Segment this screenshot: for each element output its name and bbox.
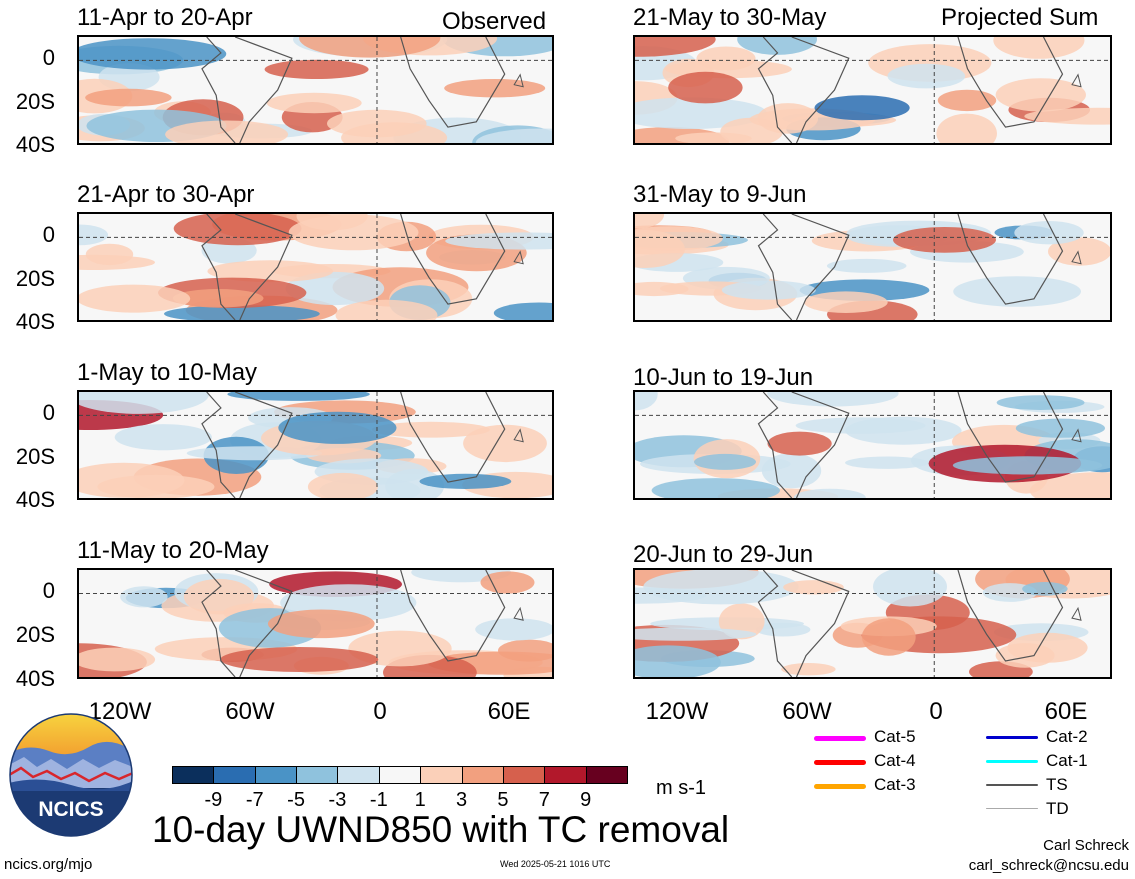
legend-line	[986, 784, 1038, 786]
projected-label: Projected Sum	[941, 4, 1099, 31]
author-email[interactable]: carl_schreck@ncsu.edu	[968, 857, 1129, 874]
colorbar-tick-label: 7	[538, 789, 550, 811]
colorbar-tick-label: -9	[204, 789, 223, 811]
colorbar-tick-label: -3	[328, 789, 347, 811]
observed-label: Observed	[442, 8, 547, 35]
panel-title-proj-4: 20-Jun to 29-Jun	[633, 541, 814, 568]
colorbar-tick-label: -7	[245, 789, 264, 811]
colorbar-swatch	[502, 766, 546, 784]
colorbar-swatch	[296, 766, 339, 784]
colorbar-swatch	[213, 766, 256, 784]
map-panel-obs-4	[77, 568, 554, 679]
colorbar-units: m s-1	[656, 777, 706, 799]
colorbar-tick-label: 5	[497, 789, 509, 811]
panel-title-obs-3: 1-May to 10-May	[77, 359, 258, 386]
ncics-logo: NCICS	[9, 713, 133, 837]
panel-title-proj-1: 21-May to 30-May	[633, 4, 827, 31]
legend-label: Cat-5	[874, 727, 916, 746]
timestamp: Wed 2025-05-21 1016 UTC	[500, 859, 611, 869]
lon-label: 0	[929, 698, 943, 725]
lon-label: 120W	[645, 698, 709, 725]
panel-title-proj-2: 31-May to 9-Jun	[633, 181, 807, 208]
map-panel-proj-2	[633, 212, 1112, 322]
legend-label: Cat-1	[1046, 751, 1088, 770]
legend-line	[986, 736, 1038, 739]
lat-label: 40S	[15, 309, 55, 334]
map-panel-proj-1	[633, 35, 1112, 145]
anomaly-field	[635, 392, 1110, 498]
lat-label: 20S	[15, 444, 55, 469]
anomaly-field	[79, 37, 552, 143]
panel-title-proj-3: 10-Jun to 19-Jun	[633, 364, 814, 391]
legend-line	[814, 736, 866, 741]
lon-label: 60E	[487, 698, 531, 725]
panel-title-obs-1: 11-Apr to 20-Apr	[77, 4, 253, 31]
legend-line	[814, 784, 866, 789]
anomaly-field	[635, 214, 1110, 320]
colorbar-tick-label: -1	[369, 789, 388, 811]
lat-label: 20S	[15, 622, 55, 647]
colorbar-swatch	[172, 766, 215, 784]
colorbar-swatch	[378, 766, 422, 784]
colorbar-tick-label: 1	[414, 789, 426, 811]
lat-label: 20S	[15, 89, 55, 114]
panel-title-obs-2: 21-Apr to 30-Apr	[77, 181, 255, 208]
colorbar-tick-label: -5	[287, 789, 305, 811]
source-url[interactable]: ncics.org/mjo	[4, 856, 93, 873]
colorbar-tick-label: 3	[455, 789, 468, 811]
lat-label: 0	[42, 222, 55, 247]
lat-label: 0	[42, 400, 55, 425]
legend-label: Cat-4	[874, 751, 916, 770]
logo-text: NCICS	[38, 798, 103, 821]
map-panel-obs-3	[77, 390, 554, 500]
colorbar-swatch	[254, 766, 298, 784]
legend-label: TS	[1046, 775, 1068, 794]
panel-title-obs-4: 11-May to 20-May	[77, 537, 269, 564]
legend-label: Cat-2	[1046, 727, 1088, 746]
lat-label: 0	[42, 578, 55, 603]
lon-label: 60W	[782, 698, 832, 725]
figure-title: 10-day UWND850 with TC removal	[152, 809, 730, 850]
anomaly-field	[79, 570, 552, 677]
anomaly-field	[79, 214, 552, 320]
map-panel-proj-3	[633, 390, 1112, 500]
colorbar-swatch	[337, 766, 380, 784]
colorbar-swatch	[544, 766, 587, 784]
lon-label: 0	[373, 698, 387, 725]
lat-label: 40S	[15, 666, 55, 691]
map-panel-obs-1	[77, 35, 554, 145]
anomaly-field	[635, 570, 1110, 677]
lon-label: 120W	[88, 698, 152, 725]
colorbar-swatch	[585, 766, 628, 784]
lon-label: 60W	[225, 698, 275, 725]
colorbar-tick-label: 9	[580, 789, 592, 811]
legend-line	[986, 808, 1038, 809]
anomaly-field	[79, 392, 552, 498]
legend-label: TD	[1046, 799, 1069, 818]
colorbar	[172, 766, 628, 786]
legend-line	[814, 760, 866, 765]
lon-label: 60E	[1044, 698, 1088, 725]
map-panel-obs-2	[77, 212, 554, 322]
legend-line	[986, 760, 1038, 763]
legend-label: Cat-3	[874, 775, 916, 794]
lat-label: 0	[42, 45, 55, 70]
lat-label: 20S	[15, 266, 55, 291]
anomaly-field	[635, 37, 1110, 143]
colorbar-swatch	[461, 766, 504, 784]
lat-label: 40S	[15, 132, 55, 157]
lat-label: 40S	[15, 487, 55, 512]
map-panel-proj-4	[633, 568, 1112, 679]
colorbar-swatch	[420, 766, 463, 784]
author-name: Carl Schreck	[1043, 837, 1129, 854]
